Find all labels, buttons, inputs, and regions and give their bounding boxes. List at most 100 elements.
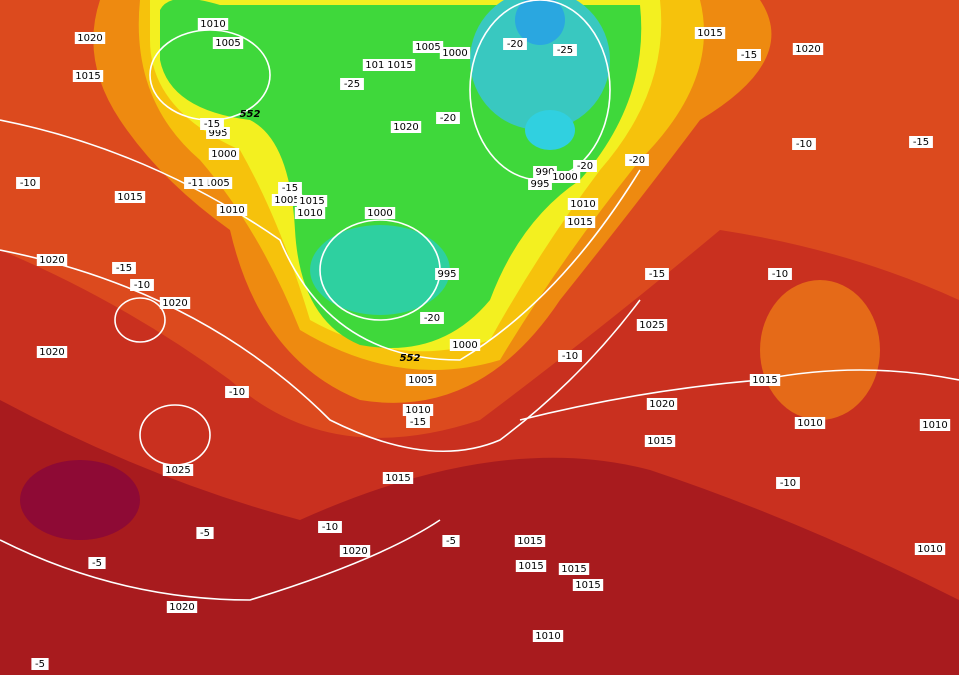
pressure-label-box [567,198,599,210]
height-label: 552 [400,353,421,364]
temperature-label: -5 [446,536,456,547]
pressure-label-box [514,535,546,547]
pressure-label-box [549,171,581,183]
temperature-label-box [573,160,597,172]
pressure-label: 1005 [215,38,240,49]
temperature-label: -10 [562,351,578,362]
pressure-label: 1010 [917,544,942,555]
temperature-label: -10 [322,522,338,533]
pressure-label: 1000 [211,149,236,160]
temperature-label-box [737,49,761,61]
pressure-label: 1015 [561,564,586,575]
temperature-label-box [318,521,342,533]
pressure-label: 1020 [162,298,187,309]
pressure-label: 1010 [200,19,225,30]
pressure-label: 1010 [535,631,560,642]
temperature-label: -15 [410,417,426,428]
temperature-label-box [625,154,649,166]
temperature-label-box [420,312,444,324]
pressure-label-box [435,268,459,280]
pressure-label: 1020 [169,602,194,613]
pressure-label: 1000 [552,172,577,183]
temperature-label: -25 [344,79,360,90]
temperature-label: -20 [424,313,440,324]
pressure-label-box [405,374,437,386]
temperature-label: -15 [913,137,929,148]
temperature-label: -10 [780,478,796,489]
temperature-label: -20 [629,155,645,166]
temperature-label-box [130,279,154,291]
temperature-label-box [436,112,460,124]
pressure-label: 995 [437,269,456,280]
temperature-label: -20 [577,161,593,172]
pressure-label-box [532,630,564,642]
pressure-label-box [201,177,233,189]
temperature-label: -10 [772,269,788,280]
pressure-label-box [74,32,106,44]
pressure-label: 1010 [297,208,322,219]
pressure-label: 1005 [204,178,229,189]
temperature-label: -20 [440,113,456,124]
pressure-label: 1020 [649,399,674,410]
temperature-label: -15 [116,263,132,274]
pressure-label-box [528,178,552,190]
pressure-label-box [914,543,946,555]
pressure-label-box [166,601,198,613]
pressure-label: 1025 [639,320,664,331]
pressure-label: 1020 [39,255,64,266]
pressure-label-box [296,195,328,207]
temperature-label-box [909,136,933,148]
pressure-label: 1005 [408,375,433,386]
pressure-label: 1010 [405,405,430,416]
temperature-label-box [553,44,577,56]
temperature-label: -15 [741,50,757,61]
pressure-label-box [382,472,414,484]
temperature-label-box [31,658,49,670]
temperature-label: -10 [796,139,812,150]
pressure-label: 1020 [393,122,418,133]
pressure-label-box [216,204,248,216]
temperature-label-box [112,262,136,274]
pressure-label-box [114,191,146,203]
pressure-label-box [197,18,229,30]
pressure-label-box [644,435,676,447]
pressure-label: 1020 [77,33,102,44]
temperature-label-box [16,177,40,189]
pressure-label: 1010 [922,420,947,431]
temperature-label-box [792,138,816,150]
pressure-label: 1000 [452,340,477,351]
pressure-label: 1015 [697,28,722,39]
labels: 1020101510101005995100010051015101010201… [16,18,951,670]
pressure-label: 1020 [39,347,64,358]
pressure-label: 1015 [117,192,142,203]
pressure-label: 995 [530,179,549,190]
temperature-label-box [225,386,249,398]
temperature-label-box [278,182,302,194]
temperature-label: -15 [282,183,298,194]
pressure-label: 1025 [165,465,190,476]
temperature-label: -25 [557,45,573,56]
pressure-label: 1015 [517,536,542,547]
height-label: 552 [240,109,261,120]
pressure-label-box [792,43,824,55]
pressure-label-box [646,398,678,410]
pressure-label-box [36,254,68,266]
pressure-label: 1005 [274,195,299,206]
pressure-label-box [515,560,547,572]
pressure-label: 1000 [367,208,392,219]
temperature-label-box [768,268,792,280]
pressure-label: 1010 [797,418,822,429]
pressure-label-box [212,37,244,49]
pressure-label-box [572,579,604,591]
pressure-label-box [402,404,434,416]
pressure-label: 1020 [342,546,367,557]
pressure-label-box [271,194,303,206]
pressure-label: 1015 [567,217,592,228]
pressure-label: 995 [208,128,227,139]
pressure-label: 1015 [387,60,412,71]
temperature-label-box [442,535,460,547]
pressure-label-box [339,545,371,557]
pressure-label: 990 [535,167,554,178]
